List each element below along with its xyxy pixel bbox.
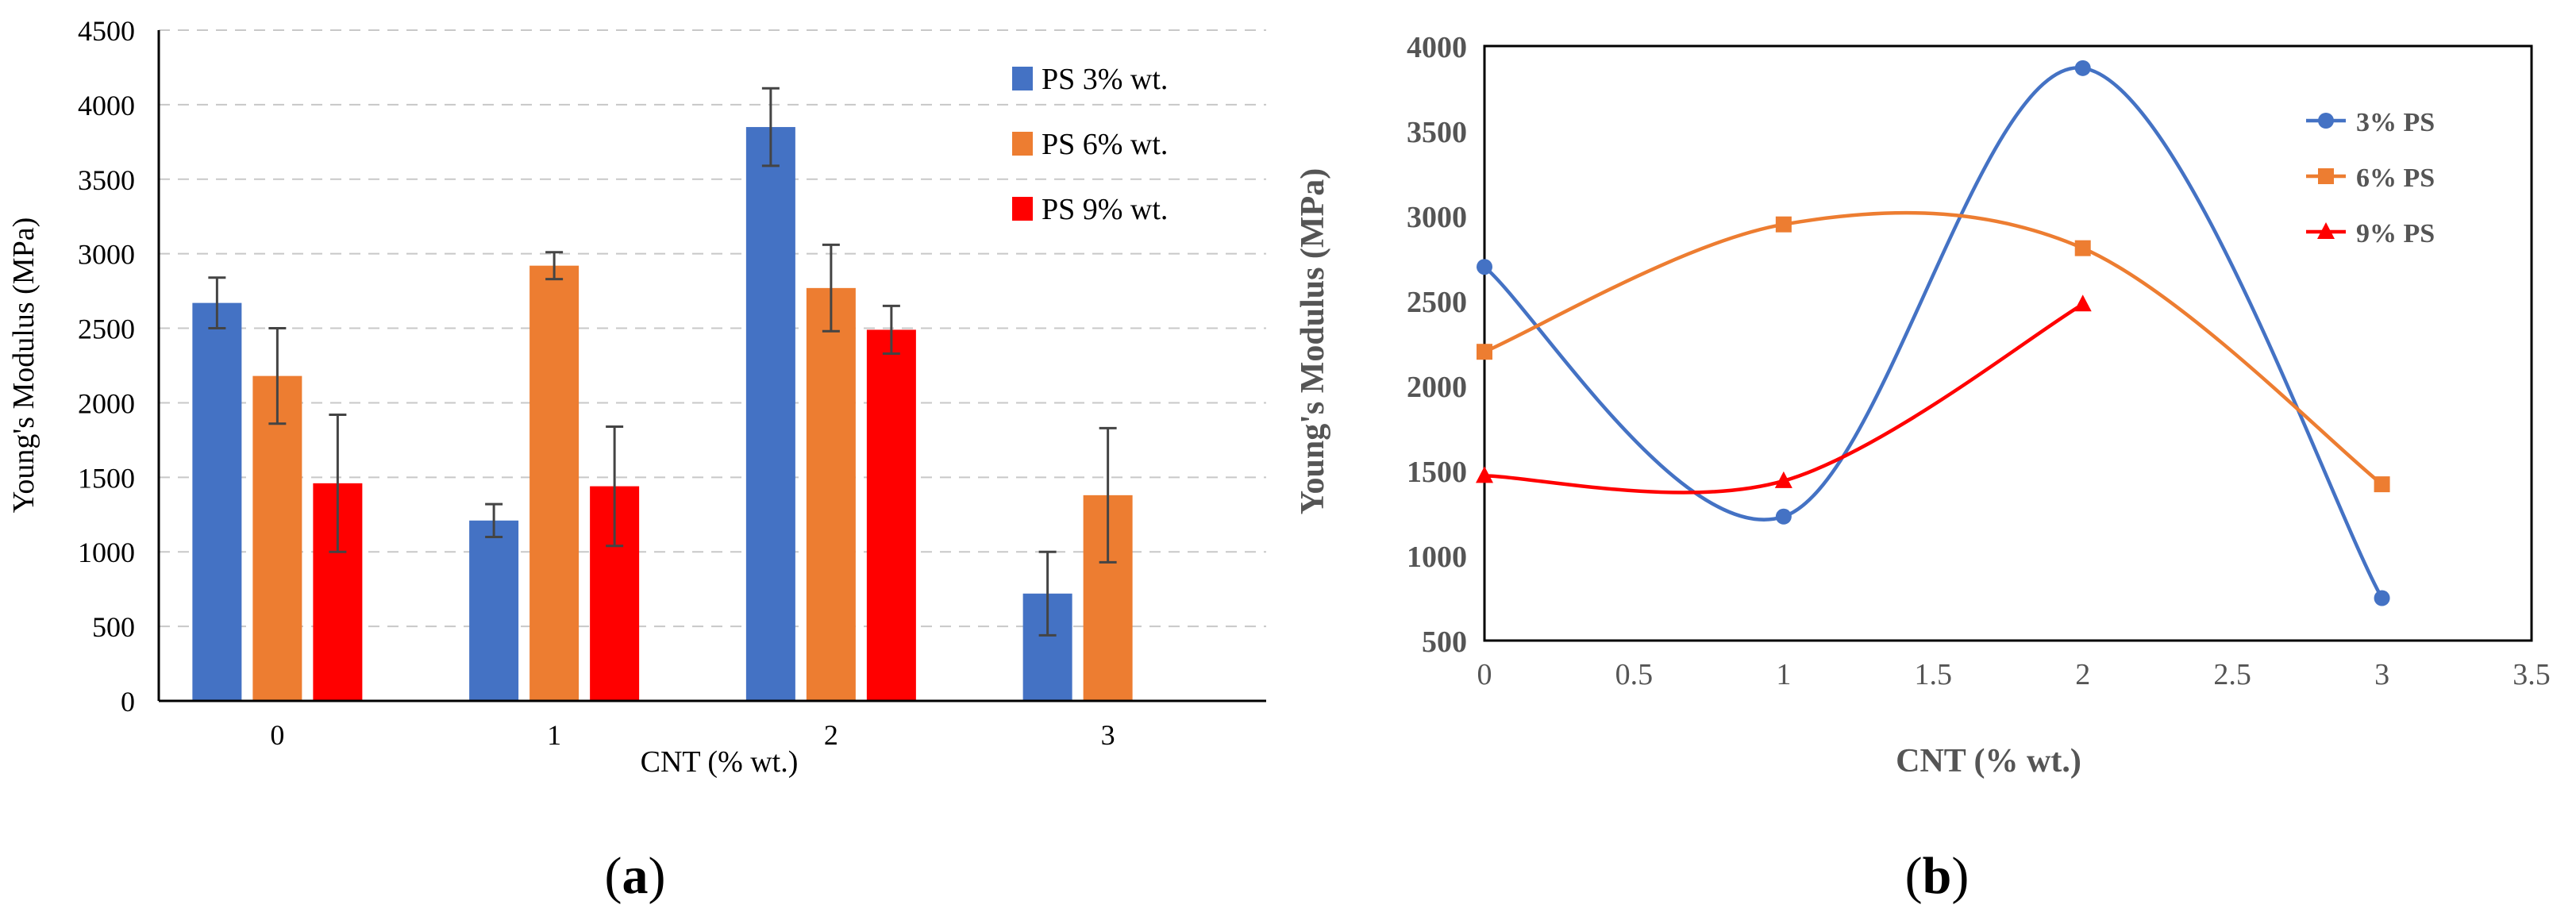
data-point xyxy=(2374,476,2390,493)
legend-label: 3% PS xyxy=(2356,108,2435,137)
x-tick-label: 3.5 xyxy=(2512,658,2551,691)
data-point xyxy=(1477,259,1492,275)
line-chart-x-axis-label: CNT (% wt.) xyxy=(1896,743,2081,779)
bar xyxy=(469,520,519,701)
line-chart-y-ticks: 500 1000 1500 2000 2500 3000 3500 4000 xyxy=(1407,31,1467,659)
bar xyxy=(192,302,242,701)
y-tick-label: 4000 xyxy=(78,90,135,121)
bar xyxy=(866,329,916,701)
x-tick-label: 0 xyxy=(270,719,284,751)
y-tick-label: 500 xyxy=(1422,625,1467,659)
y-tick-label: 1500 xyxy=(78,462,135,494)
bar-chart-x-ticks: 0 1 2 3 xyxy=(270,719,1115,751)
legend-swatch xyxy=(1012,197,1033,221)
series-line xyxy=(1483,66,2384,599)
data-point xyxy=(2074,60,2091,76)
data-point xyxy=(1775,216,1792,233)
x-tick-label: 2.5 xyxy=(2213,658,2251,691)
data-point xyxy=(2374,590,2390,606)
y-tick-label: 500 xyxy=(92,611,135,643)
bar-chart-bars xyxy=(192,127,1133,702)
y-tick-label: 4000 xyxy=(1407,31,1467,64)
line-chart-y-axis-label: Young's Modulus (MPa) xyxy=(1295,168,1331,514)
data-point xyxy=(2074,240,2091,256)
bar xyxy=(529,265,580,701)
x-tick-label: 3 xyxy=(1101,719,1115,751)
y-tick-label: 1000 xyxy=(1407,541,1467,574)
x-tick-label: 3 xyxy=(2374,658,2389,691)
y-tick-label: 2000 xyxy=(1407,371,1467,404)
legend-label: PS 3% wt. xyxy=(1042,63,1168,96)
series-line xyxy=(1484,302,2084,495)
bar-chart-y-ticks: 0 500 1000 1500 2000 2500 3000 3500 4000 4500 xyxy=(78,15,135,718)
legend-label: PS 9% wt. xyxy=(1042,193,1168,226)
y-tick-label: 3000 xyxy=(1407,201,1467,234)
data-point xyxy=(1476,466,1493,483)
y-tick-label: 1000 xyxy=(78,537,135,568)
y-tick-label: 0 xyxy=(121,686,135,718)
legend-swatch xyxy=(1012,132,1033,156)
line-chart-series xyxy=(1483,66,2384,599)
line-chart-x-ticks: 0 0.5 1 1.5 2 2.5 3 3.5 xyxy=(1477,658,2551,691)
legend-label: PS 6% wt. xyxy=(1042,128,1168,161)
x-tick-label: 1 xyxy=(547,719,561,751)
y-tick-label: 2000 xyxy=(78,387,135,419)
bar-chart-gridlines xyxy=(159,29,1266,628)
bar xyxy=(252,375,302,701)
bar-chart-panel-a: 0 500 1000 1500 2000 2500 3000 3500 4000 4500 0 1 2… xyxy=(7,15,1266,905)
panel-label-a: (a) xyxy=(605,847,666,905)
bar-chart-x-axis-label: CNT (% wt.) xyxy=(641,745,799,779)
bar-chart-y-axis-label: Young's Modulus (MPa) xyxy=(7,217,40,514)
data-point xyxy=(1774,471,1792,488)
y-tick-label: 1500 xyxy=(1407,456,1467,489)
legend-swatch xyxy=(1012,67,1033,90)
y-tick-label: 3500 xyxy=(78,164,135,196)
x-tick-label: 0 xyxy=(1477,658,1492,691)
line-chart-panel-b: 500 1000 1500 2000 2500 3000 3500 4000 0 0.5 1 1.5… xyxy=(1295,31,2551,905)
y-tick-label: 4500 xyxy=(78,15,135,47)
bar xyxy=(806,287,856,701)
data-point xyxy=(2317,222,2335,239)
legend-label: 9% PS xyxy=(2356,219,2435,248)
bar-chart-legend: PS 3% wt. PS 6% wt. PS 9% wt. xyxy=(1012,63,1168,226)
x-tick-label: 2 xyxy=(824,719,838,751)
line-chart-legend: 3% PS 6% PS 9% PS xyxy=(2306,108,2435,248)
legend-label: 6% PS xyxy=(2356,164,2435,193)
y-tick-label: 2500 xyxy=(78,314,135,345)
data-point xyxy=(1477,344,1492,360)
line-chart-markers xyxy=(1476,60,2390,606)
data-point xyxy=(1775,508,1792,525)
data-point xyxy=(2074,294,2092,312)
x-tick-label: 1.5 xyxy=(1915,658,1953,691)
line-chart-plot-frame xyxy=(1483,44,2533,642)
bar xyxy=(745,127,795,702)
y-tick-label: 3500 xyxy=(1407,116,1467,149)
bar-chart-error-bars xyxy=(208,87,1117,637)
x-tick-label: 0.5 xyxy=(1615,658,1654,691)
series-line xyxy=(1484,210,2383,486)
x-tick-label: 2 xyxy=(2075,658,2090,691)
y-tick-label: 2500 xyxy=(1407,286,1467,319)
y-tick-label: 3000 xyxy=(78,239,135,271)
data-point xyxy=(2318,168,2334,184)
panel-label-b: (b) xyxy=(1905,847,1970,905)
data-point xyxy=(2318,113,2334,129)
x-tick-label: 1 xyxy=(1776,658,1791,691)
